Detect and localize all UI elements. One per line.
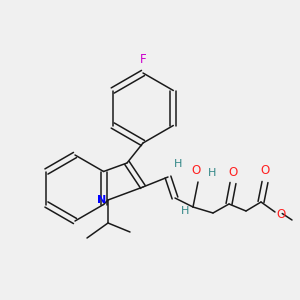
Text: H: H — [208, 167, 216, 178]
Text: H: H — [180, 206, 189, 215]
Text: O: O — [228, 166, 238, 178]
Text: H: H — [173, 160, 182, 170]
Text: O: O — [192, 164, 201, 178]
Text: N: N — [97, 195, 106, 205]
Text: O: O — [260, 164, 270, 178]
Text: O: O — [277, 208, 286, 221]
Text: F: F — [140, 53, 146, 66]
